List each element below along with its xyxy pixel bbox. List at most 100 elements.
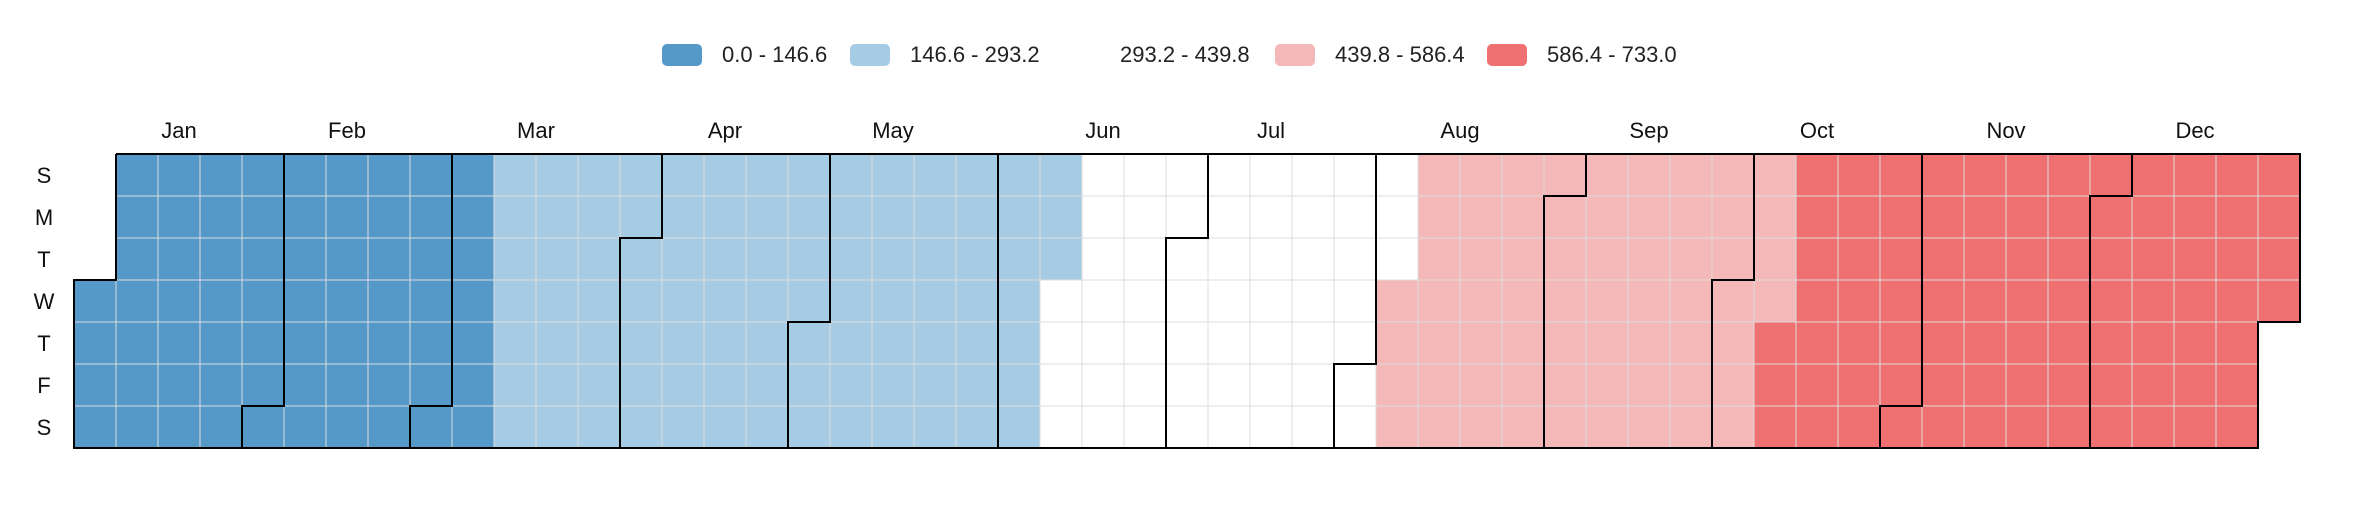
day-cell <box>829 363 873 407</box>
day-cell <box>913 153 957 197</box>
day-cell <box>1669 237 1713 281</box>
day-cell <box>367 363 411 407</box>
day-cell <box>409 363 453 407</box>
legend-swatch-0 <box>662 44 702 66</box>
day-cell <box>913 195 957 239</box>
day-cell <box>2089 237 2133 281</box>
day-cell <box>745 237 789 281</box>
day-cells <box>73 153 2301 449</box>
weekday-label-5: F <box>37 373 50 398</box>
day-cell <box>241 279 285 323</box>
day-cell <box>1417 195 1461 239</box>
day-cell <box>1795 237 1839 281</box>
day-cell <box>829 153 873 197</box>
day-cell <box>1543 195 1587 239</box>
day-cell <box>1795 153 1839 197</box>
day-cell <box>1333 405 1377 449</box>
day-cell <box>1291 321 1335 365</box>
day-cell <box>1333 321 1377 365</box>
day-cell <box>367 405 411 449</box>
day-cell <box>1249 237 1293 281</box>
day-cell <box>1543 405 1587 449</box>
legend: 0.0 - 146.6 146.6 - 293.2 293.2 - 439.8 439… <box>662 42 1677 67</box>
day-cell <box>241 363 285 407</box>
day-cell <box>955 321 999 365</box>
day-cell <box>409 237 453 281</box>
day-cell <box>73 405 117 449</box>
day-cell <box>199 279 243 323</box>
day-cell <box>1249 363 1293 407</box>
day-cell <box>451 321 495 365</box>
day-cell <box>157 279 201 323</box>
day-cell <box>535 195 579 239</box>
day-cell <box>451 195 495 239</box>
day-cell <box>1123 153 1167 197</box>
day-cell <box>1417 279 1461 323</box>
day-cell <box>1207 237 1251 281</box>
day-cell <box>829 405 873 449</box>
day-cell <box>1459 237 1503 281</box>
day-cell <box>115 153 159 197</box>
day-cell <box>2173 405 2217 449</box>
day-cell <box>577 279 621 323</box>
day-cell <box>157 195 201 239</box>
day-cell <box>619 279 663 323</box>
day-cell <box>1585 195 1629 239</box>
day-cell <box>703 363 747 407</box>
weekday-label-1: M <box>35 205 53 230</box>
month-boundary <box>787 154 831 448</box>
day-cell <box>1123 363 1167 407</box>
day-cell <box>1291 405 1335 449</box>
day-cell <box>1501 279 1545 323</box>
day-cell <box>703 321 747 365</box>
day-cell <box>2131 279 2175 323</box>
day-cell <box>787 195 831 239</box>
day-cell <box>871 195 915 239</box>
day-cell <box>1963 195 2007 239</box>
day-cell <box>1123 195 1167 239</box>
day-cell <box>157 153 201 197</box>
day-cell <box>2215 363 2259 407</box>
day-cell <box>283 279 327 323</box>
day-cell <box>1165 279 1209 323</box>
day-cell <box>787 237 831 281</box>
day-cell <box>1837 405 1881 449</box>
day-cell <box>1081 321 1125 365</box>
day-cell <box>703 153 747 197</box>
day-cell <box>1627 363 1671 407</box>
day-cell <box>1039 153 1083 197</box>
day-cell <box>955 405 999 449</box>
day-cell <box>1879 321 1923 365</box>
day-cell <box>1291 363 1335 407</box>
day-cell <box>1963 237 2007 281</box>
day-cell <box>1627 237 1671 281</box>
day-cell <box>1291 153 1335 197</box>
day-cell <box>1039 279 1083 323</box>
day-cell <box>1501 195 1545 239</box>
day-cell <box>703 405 747 449</box>
day-cell <box>1753 195 1797 239</box>
day-cell <box>367 153 411 197</box>
day-cell <box>1879 195 1923 239</box>
day-cell <box>745 153 789 197</box>
day-cell <box>1921 237 1965 281</box>
day-cell <box>703 195 747 239</box>
day-cell <box>2173 195 2217 239</box>
day-cell <box>2089 321 2133 365</box>
day-cell <box>1585 321 1629 365</box>
day-cell <box>493 321 537 365</box>
day-cell <box>1459 195 1503 239</box>
day-cell <box>1963 405 2007 449</box>
day-cell <box>2005 321 2049 365</box>
day-cell <box>997 405 1041 449</box>
month-label-oct: Oct <box>1800 118 1834 143</box>
month-label-jul: Jul <box>1257 118 1285 143</box>
month-boundary <box>619 154 663 448</box>
day-cell <box>2257 153 2301 197</box>
day-cell <box>2173 363 2217 407</box>
day-cell <box>619 153 663 197</box>
month-boundaries <box>73 153 2301 449</box>
day-cell <box>1207 195 1251 239</box>
month-boundary <box>73 153 2301 449</box>
legend-label-2: 293.2 - 439.8 <box>1120 42 1250 67</box>
